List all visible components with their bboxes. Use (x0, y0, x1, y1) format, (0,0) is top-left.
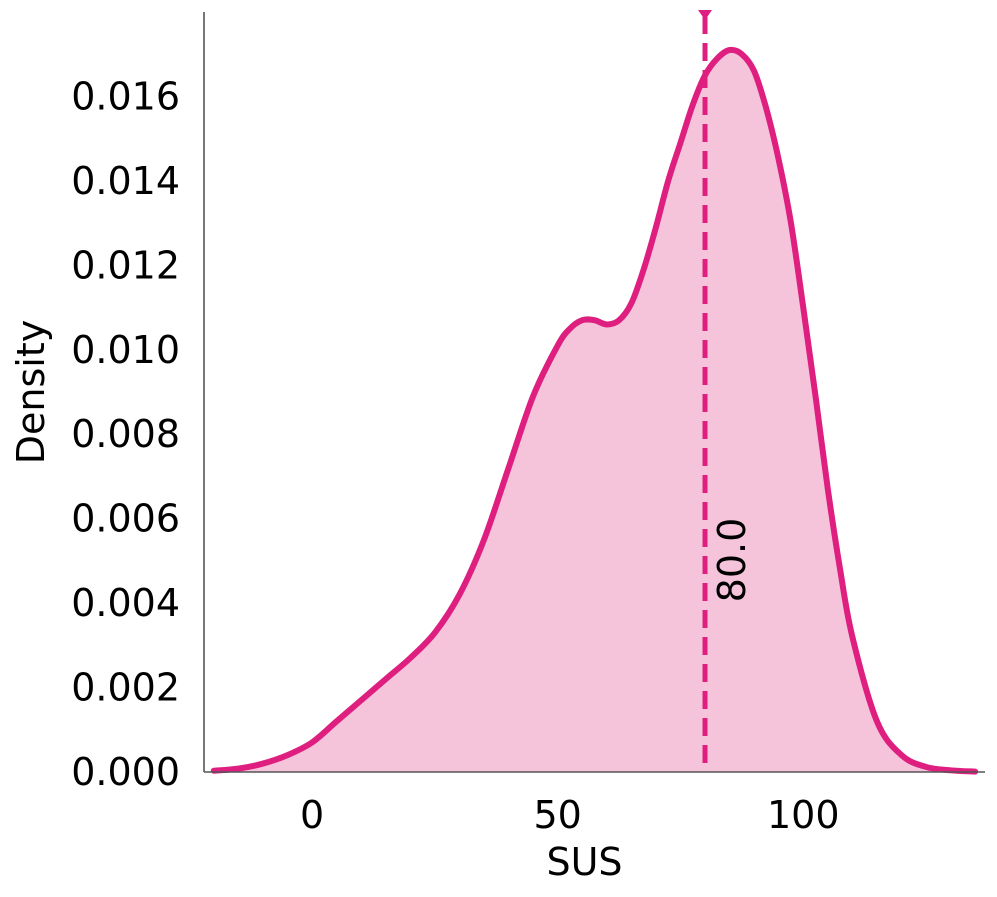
y-axis-title: Density (9, 320, 53, 464)
reference-marker (698, 10, 713, 20)
x-tick-label: 0 (300, 793, 324, 837)
y-tick-label: 0.002 (71, 666, 180, 710)
y-tick-label: 0.004 (71, 581, 180, 625)
density-line (210, 46, 979, 775)
y-tick-label: 0.010 (71, 328, 180, 372)
x-tick-label: 50 (533, 793, 581, 837)
y-tick-label: 0.016 (71, 74, 180, 118)
y-tick-label: 0.000 (71, 750, 180, 794)
y-axis-ticks: 0.000 0.002 0.004 0.006 0.008 0.010 0.012 0.014… (71, 74, 180, 794)
y-tick-label: 0.014 (71, 159, 180, 203)
y-tick-label: 0.008 (71, 412, 180, 456)
reference-line-label: 80.0 (710, 518, 754, 603)
density-area (213, 49, 976, 773)
x-tick-label: 100 (767, 793, 840, 837)
x-axis-ticks: 0 50 100 (300, 793, 840, 837)
y-tick-label: 0.012 (71, 243, 180, 287)
y-tick-label: 0.006 (71, 497, 180, 541)
x-axis-title: SUS (546, 840, 622, 884)
